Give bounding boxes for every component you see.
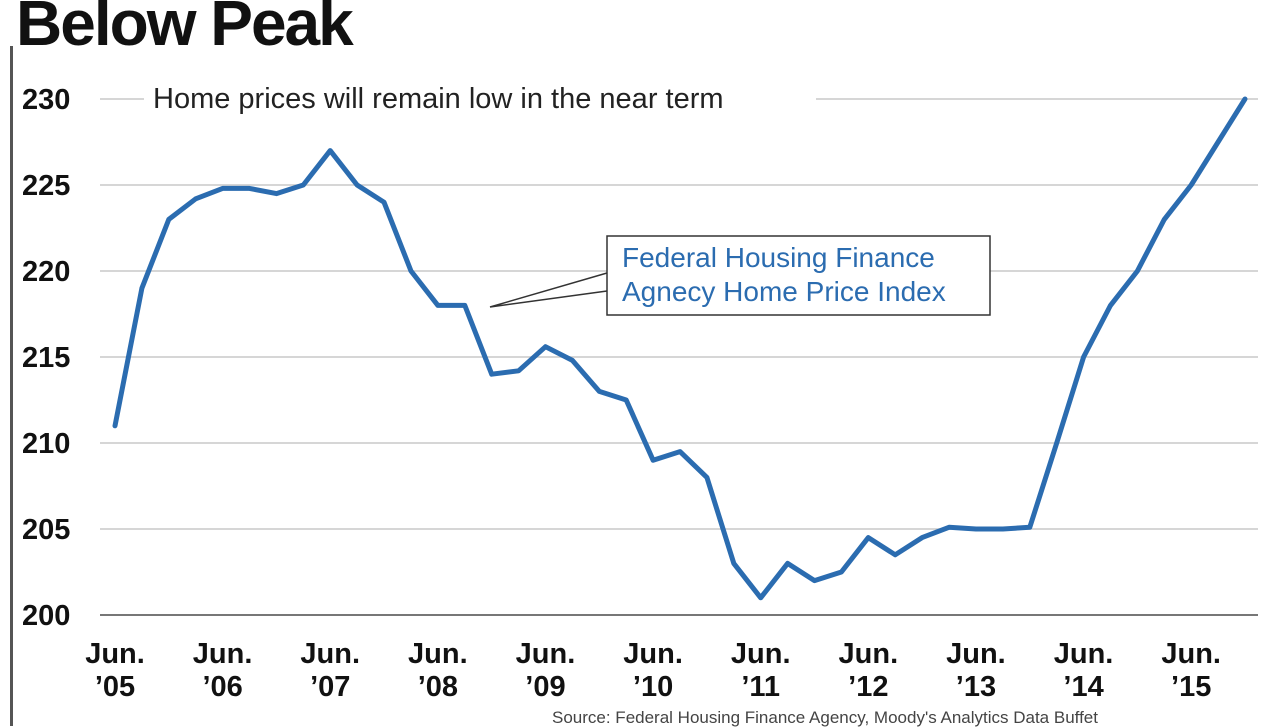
data-point <box>435 303 440 308</box>
data-point <box>1243 97 1247 101</box>
data-point <box>1162 217 1167 222</box>
data-point <box>570 358 575 363</box>
x-tick-year: ’09 <box>525 671 565 703</box>
x-tick-year: ’08 <box>418 671 458 703</box>
x-tick-year: ’14 <box>1063 671 1103 703</box>
data-point <box>651 458 656 463</box>
data-point <box>301 183 306 187</box>
x-tick-year: ’06 <box>202 671 242 703</box>
y-tick-label: 205 <box>22 514 70 546</box>
x-tick-label: Jun.’12 <box>839 638 899 703</box>
data-point <box>758 595 763 600</box>
data-point <box>893 552 898 557</box>
y-tick-label: 200 <box>22 600 70 632</box>
data-point <box>1216 140 1221 144</box>
data-point <box>1081 355 1086 359</box>
subtitle-background <box>144 80 816 120</box>
series-line <box>112 96 1248 601</box>
chart-subtitle: Home prices will remain low in the near … <box>153 83 724 115</box>
x-tick-label: Jun.’13 <box>946 638 1006 703</box>
y-tick-label: 220 <box>22 256 70 288</box>
data-point <box>947 525 952 530</box>
data-point <box>113 423 117 428</box>
x-tick-label: Jun.’15 <box>1161 638 1221 703</box>
x-tick-month: Jun. <box>1054 638 1114 670</box>
data-point <box>220 186 225 191</box>
data-point <box>382 200 387 205</box>
data-point <box>247 186 252 191</box>
data-point <box>1054 441 1059 445</box>
data-point <box>812 578 817 583</box>
series-layer <box>112 96 1248 601</box>
data-point <box>731 561 736 566</box>
x-tick-month: Jun. <box>85 638 145 670</box>
x-tick-year: ’07 <box>310 671 350 703</box>
x-tick-month: Jun. <box>839 638 899 670</box>
data-point <box>973 527 978 531</box>
x-tick-month: Jun. <box>300 638 360 670</box>
x-tick-month: Jun. <box>516 638 576 670</box>
x-tick-year: ’11 <box>741 671 780 703</box>
data-point <box>543 344 548 349</box>
x-tick-year: ’10 <box>633 671 673 703</box>
data-point <box>624 398 629 402</box>
x-tick-label: Jun.’05 <box>85 638 145 703</box>
chart-title: Below Peak <box>16 0 354 59</box>
data-point <box>785 561 790 566</box>
data-point <box>597 389 602 394</box>
x-tick-year: ’12 <box>848 671 888 703</box>
x-tick-month: Jun. <box>1161 638 1221 670</box>
data-point <box>193 196 198 201</box>
data-point <box>1189 183 1194 187</box>
x-tick-month: Jun. <box>408 638 468 670</box>
data-point <box>704 475 709 480</box>
data-point <box>274 191 279 196</box>
y-tick-label: 225 <box>22 170 70 202</box>
callout-box <box>606 235 991 316</box>
x-tick-label: Jun.’07 <box>300 638 360 703</box>
x-tick-label: Jun.’10 <box>623 638 683 703</box>
x-axis-ticks: Jun.’05Jun.’06Jun.’07Jun.’08Jun.’09Jun.’… <box>85 638 1221 703</box>
y-axis-ticks: 200 205 210 215 220 225 230 <box>22 84 70 632</box>
data-point <box>1000 527 1005 531</box>
y-tick-label: 215 <box>22 342 70 374</box>
data-point <box>1135 269 1140 273</box>
x-tick-label: Jun.’09 <box>516 638 576 703</box>
x-tick-year: ’05 <box>95 671 135 703</box>
callout-line-2: Agnecy Home Price Index <box>622 276 946 307</box>
data-point <box>1108 303 1113 308</box>
data-point <box>516 368 521 373</box>
data-point <box>678 449 682 454</box>
data-point <box>1027 525 1032 530</box>
data-point <box>866 535 871 540</box>
x-tick-label: Jun.’14 <box>1054 638 1114 703</box>
x-tick-year: ’15 <box>1171 671 1211 703</box>
data-point <box>920 535 925 540</box>
data-point <box>462 303 467 308</box>
x-tick-month: Jun. <box>193 638 253 670</box>
data-point <box>328 148 333 153</box>
callout: Federal Housing Finance Agnecy Home Pric… <box>489 235 991 316</box>
y-tick-label: 230 <box>22 84 70 116</box>
data-point <box>139 286 144 291</box>
chart-frame-left <box>10 46 13 726</box>
x-tick-month: Jun. <box>946 638 1006 670</box>
x-tick-label: Jun.’08 <box>408 638 468 703</box>
data-point <box>166 217 171 222</box>
x-tick-month: Jun. <box>623 638 683 670</box>
data-point <box>489 372 494 377</box>
callout-pointer <box>489 272 608 308</box>
x-tick-month: Jun. <box>731 638 791 670</box>
data-point <box>839 570 844 574</box>
data-point <box>408 269 413 273</box>
x-tick-label: Jun.’11 <box>731 638 791 703</box>
y-tick-label: 210 <box>22 428 70 460</box>
data-point <box>355 183 360 187</box>
callout-line-1: Federal Housing Finance <box>622 242 935 273</box>
chart-source: Source: Federal Housing Finance Agency, … <box>552 708 1098 727</box>
x-tick-year: ’13 <box>956 671 996 703</box>
x-tick-label: Jun.’06 <box>193 638 253 703</box>
